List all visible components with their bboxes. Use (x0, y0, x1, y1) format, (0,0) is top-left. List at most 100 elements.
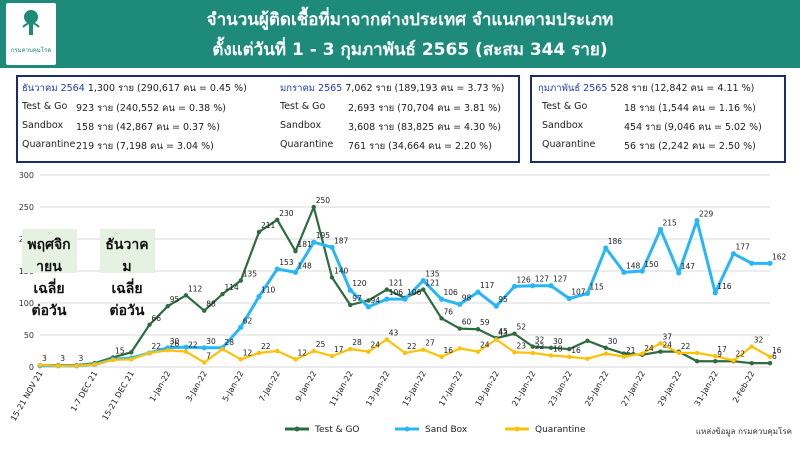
legend-marker (514, 426, 520, 432)
jan-testgo-value: 2,693 ราย (70,704 คน = 3.81 %) (348, 103, 501, 114)
x-tick-label: 17-Jan-22 (437, 370, 464, 408)
data-point (439, 354, 444, 359)
data-point (293, 248, 298, 254)
data-point (366, 349, 371, 354)
data-point (329, 353, 335, 359)
data-point (493, 303, 499, 309)
data-label: 24 (644, 344, 654, 353)
data-label: 153 (279, 258, 294, 267)
jan-sandbox-label: Sandbox (280, 120, 322, 131)
jan-sandbox-value: 3,608 ราย (83,825 คน = 4.30 %) (348, 122, 501, 133)
data-point (694, 359, 700, 364)
data-label: 16 (571, 346, 581, 355)
data-label: 21 (626, 346, 636, 355)
x-tick-label: 25-Jan-22 (583, 370, 610, 408)
data-label: 9 (717, 350, 722, 359)
feb-testgo-label: Test & Go (542, 101, 588, 112)
data-point (129, 357, 134, 362)
data-point (183, 344, 189, 350)
data-label: 127 (535, 275, 550, 284)
data-label: 110 (261, 286, 276, 295)
data-label: 52 (517, 323, 527, 332)
x-tick-label: 19-Jan-22 (474, 370, 501, 408)
data-label: 97 (352, 294, 362, 303)
data-label: 16 (772, 346, 782, 355)
data-point (110, 357, 116, 363)
data-point (201, 345, 207, 351)
data-point (256, 229, 262, 235)
data-label: 43 (498, 328, 508, 337)
data-point (439, 316, 444, 321)
summary-box-dec-jan: ธันวาคม 2564 1,300 ราย (290,617 คน = 0.4… (16, 75, 520, 163)
data-label: 177 (736, 243, 751, 252)
data-label: 147 (681, 262, 696, 271)
data-point (256, 294, 262, 300)
data-label: 150 (644, 260, 659, 269)
data-point (548, 283, 554, 289)
data-label: 30 (206, 337, 216, 346)
data-point (421, 347, 426, 352)
logo-text: กรมควบคุมโรค (10, 47, 52, 54)
data-label: 195 (316, 231, 331, 240)
jan-total-row: มกราคม 2565 7,062 ราย (189,193 คน = 3.73… (280, 81, 504, 96)
data-label: 250 (316, 196, 331, 205)
data-label: 106 (407, 288, 422, 297)
annotation-text: เฉลี่ย (33, 278, 64, 297)
jan-quarantine-value: 761 ราย (34,664 คน = 2.20 %) (348, 141, 492, 152)
data-point (274, 266, 280, 272)
y-tick-label: 250 (19, 203, 34, 212)
data-label: 215 (663, 218, 678, 227)
annotation-box (100, 229, 155, 273)
dec-total-row: ธันวาคม 2564 1,300 ราย (290,617 คน = 0.4… (22, 81, 247, 96)
annotation-text: ต่อวัน (32, 303, 67, 319)
title-line-1: จำนวนผู้ติดเชื้อที่มาจากต่างประเทศ จำแนก… (206, 10, 614, 30)
data-point (384, 287, 389, 292)
data-point (220, 346, 225, 352)
data-point (56, 363, 61, 368)
data-point (438, 296, 445, 302)
data-point (584, 290, 591, 296)
x-tick-label: 9-Jan-22 (294, 370, 319, 404)
data-point (366, 298, 371, 303)
x-tick-label: 11-Jan-22 (328, 370, 355, 408)
data-point (402, 350, 408, 356)
data-point (421, 287, 426, 292)
data-point (767, 360, 773, 366)
data-point (147, 350, 152, 356)
data-point (676, 350, 681, 356)
data-point (275, 348, 280, 354)
data-point (494, 337, 499, 342)
data-point (712, 290, 718, 296)
data-point (238, 324, 244, 330)
x-tick-label: 13-Jan-22 (364, 370, 391, 408)
data-point (238, 278, 243, 283)
legend-label: Sand Box (425, 425, 468, 435)
dec-sandbox-value: 158 ราย (42,867 คน = 0.37 %) (76, 122, 220, 133)
data-point (749, 260, 755, 266)
data-point (512, 331, 517, 336)
data-label: 17 (334, 345, 344, 354)
data-label: 30 (608, 337, 618, 346)
data-point (347, 287, 353, 293)
data-label: 24 (371, 341, 381, 350)
data-point (238, 357, 243, 362)
feb-month: กุมภาพันธ์ 2565 (538, 83, 608, 94)
data-point (475, 327, 481, 332)
x-tick-label: 5-Jan-22 (221, 370, 246, 404)
data-point (220, 291, 225, 297)
data-label: 17 (717, 345, 727, 354)
data-label: 106 (444, 288, 459, 297)
jan-quarantine-label: Quarantine (280, 139, 334, 150)
data-point (384, 296, 390, 302)
data-point (511, 283, 518, 289)
data-point (183, 349, 189, 354)
data-point (183, 293, 189, 298)
data-label: 229 (699, 209, 714, 218)
data-point (348, 346, 353, 352)
dec-testgo-label: Test & Go (22, 101, 68, 112)
data-label: 28 (225, 338, 235, 347)
data-label: 22 (407, 342, 417, 351)
data-point (657, 226, 664, 232)
data-point (530, 344, 535, 349)
data-point (603, 245, 609, 251)
